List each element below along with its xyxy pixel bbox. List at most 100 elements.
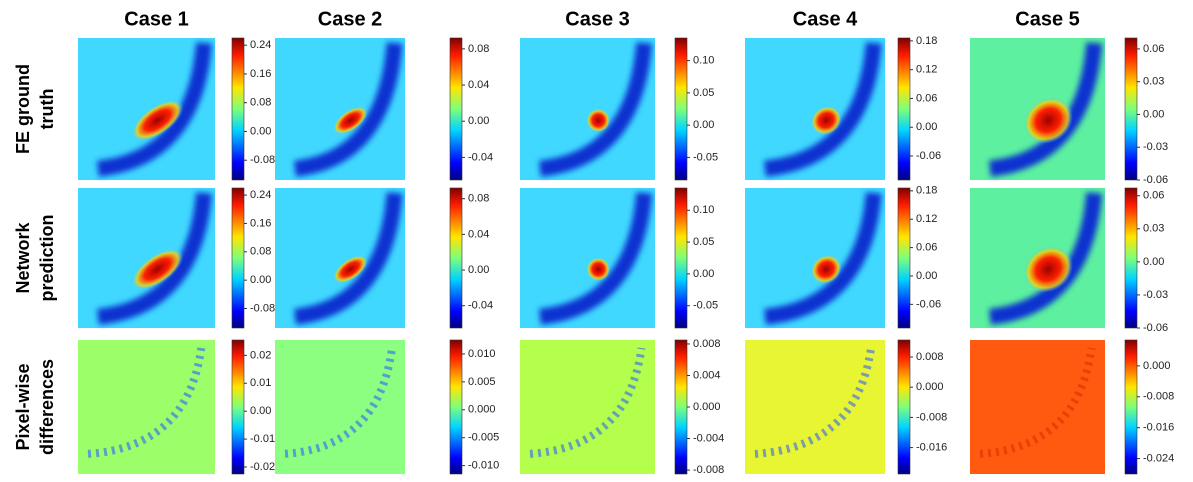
colorbar xyxy=(674,187,688,329)
colorbar-tick-label: -0.06 xyxy=(916,298,941,310)
colorbar xyxy=(1124,37,1138,181)
colorbar-tick-label: 0.18 xyxy=(916,185,937,197)
heatmap xyxy=(745,38,885,180)
heatmap-background xyxy=(745,340,885,474)
colorbar xyxy=(231,339,245,475)
heatmap-noise xyxy=(979,347,1096,458)
heatmap-band xyxy=(539,192,653,325)
colorbar-tick-label: -0.005 xyxy=(468,432,499,444)
heatmap-hotspot xyxy=(586,108,611,133)
colorbar-tick-label: -0.08 xyxy=(250,302,275,314)
colorbar-tick-label: 0.05 xyxy=(693,87,714,99)
colorbar-tick-label: 0.16 xyxy=(250,68,271,80)
heatmap-band xyxy=(764,192,882,325)
colorbar xyxy=(449,37,463,181)
colorbar-tick-label: -0.03 xyxy=(1143,141,1168,153)
colorbar-tick-label: -0.05 xyxy=(693,300,718,312)
colorbar-tick-label: 0.08 xyxy=(250,246,271,258)
colorbar-tick-label: -0.004 xyxy=(693,432,724,444)
colorbar-tick-label: -0.06 xyxy=(1143,322,1168,334)
heatmap-band xyxy=(764,42,882,177)
row-label: Network xyxy=(13,222,33,294)
colorbar-tick-label: 0.00 xyxy=(1143,256,1164,268)
colorbar-tick-label: 0.08 xyxy=(468,193,489,205)
colorbar-tick-label: 0.01 xyxy=(250,377,271,389)
heatmap xyxy=(970,38,1105,180)
heatmap xyxy=(520,188,655,328)
colorbar-tick-label: 0.06 xyxy=(916,242,937,254)
colorbar-tick-label: 0.12 xyxy=(916,213,937,225)
colorbar-tick-label: 0.00 xyxy=(250,125,271,137)
heatmap xyxy=(78,340,215,474)
colorbar-tick-label: 0.18 xyxy=(916,35,937,47)
colorbar-tick-label: -0.04 xyxy=(468,151,493,163)
colorbar xyxy=(897,339,911,475)
colorbar-tick-label: 0.03 xyxy=(1143,223,1164,235)
colorbar-tick-label: 0.04 xyxy=(468,228,489,240)
colorbar-tick-label: 0.06 xyxy=(1143,190,1164,202)
colorbar-tick-label: 0.06 xyxy=(1143,43,1164,55)
heatmap xyxy=(520,340,655,474)
colorbar-tick-label: 0.02 xyxy=(250,349,271,361)
colorbar-tick-label: 0.00 xyxy=(250,274,271,286)
colorbar-tick-label: 0.00 xyxy=(468,264,489,276)
colorbar xyxy=(1124,339,1138,475)
colorbar-tick-label: -0.01 xyxy=(250,433,275,445)
heatmap-hotspot xyxy=(1023,245,1074,293)
row-label: Pixel-wise xyxy=(13,363,33,450)
heatmap-background xyxy=(970,340,1105,474)
heatmap-band xyxy=(97,192,213,325)
colorbar-tick-label: 0.004 xyxy=(693,369,721,381)
colorbar-tick-label: 0.04 xyxy=(468,79,489,91)
heatmap-noise xyxy=(284,347,396,458)
colorbar-tick-label: 0.005 xyxy=(468,376,496,388)
colorbar-tick-label: -0.03 xyxy=(1143,289,1168,301)
colorbar-tick-label: 0.00 xyxy=(693,268,714,280)
colorbar-tick-label: -0.008 xyxy=(693,464,724,476)
colorbar-tick-label: 0.000 xyxy=(468,404,496,416)
heatmap-hotspot xyxy=(1023,96,1074,144)
colorbar-tick-label: -0.008 xyxy=(916,411,947,423)
colorbar xyxy=(897,37,911,181)
colorbar-tick-label: 0.00 xyxy=(916,270,937,282)
colorbar-tick-label: -0.016 xyxy=(1143,422,1174,434)
colorbar xyxy=(449,339,463,475)
column-title: Case 3 xyxy=(565,8,630,30)
heatmap xyxy=(275,38,405,180)
heatmap-hotspot xyxy=(131,99,184,142)
colorbar-tick-label: 0.10 xyxy=(693,54,714,66)
row-label: differences xyxy=(37,359,57,455)
heatmap xyxy=(78,188,215,328)
heatmap-band xyxy=(539,42,653,177)
heatmap xyxy=(745,340,885,474)
colorbar xyxy=(1124,187,1138,329)
colorbar-tick-label: -0.05 xyxy=(693,151,718,163)
colorbar-tick-label: 0.000 xyxy=(693,401,721,413)
colorbar-tick-label: 0.03 xyxy=(1143,76,1164,88)
colorbar-tick-label: 0.00 xyxy=(468,115,489,127)
heatmap-hotspot xyxy=(810,254,842,284)
colorbar-tick-label: 0.08 xyxy=(468,43,489,55)
colorbar-tick-label: 0.24 xyxy=(250,189,271,201)
colorbar-tick-label: -0.024 xyxy=(1143,452,1174,464)
colorbar-tick-label: -0.016 xyxy=(916,441,947,453)
heatmap-background xyxy=(520,340,655,474)
colorbar-tick-label: 0.008 xyxy=(916,351,944,363)
row-label: FE ground xyxy=(13,64,33,154)
heatmap xyxy=(520,38,655,180)
colorbar-tick-label: 0.10 xyxy=(693,204,714,216)
heatmap xyxy=(275,340,405,474)
colorbar-tick-label: 0.08 xyxy=(250,97,271,109)
row-label: prediction xyxy=(37,214,57,301)
heatmap-hotspot xyxy=(131,248,184,290)
colorbar-tick-label: -0.06 xyxy=(916,150,941,162)
colorbar-tick-label: 0.24 xyxy=(250,39,271,51)
colorbar-tick-label: 0.05 xyxy=(693,236,714,248)
row-label: truth xyxy=(37,89,57,130)
heatmap xyxy=(970,340,1105,474)
heatmap-hotspot xyxy=(586,257,611,282)
heatmap-noise xyxy=(529,347,646,458)
heatmap xyxy=(78,38,215,180)
heatmap xyxy=(275,188,405,328)
